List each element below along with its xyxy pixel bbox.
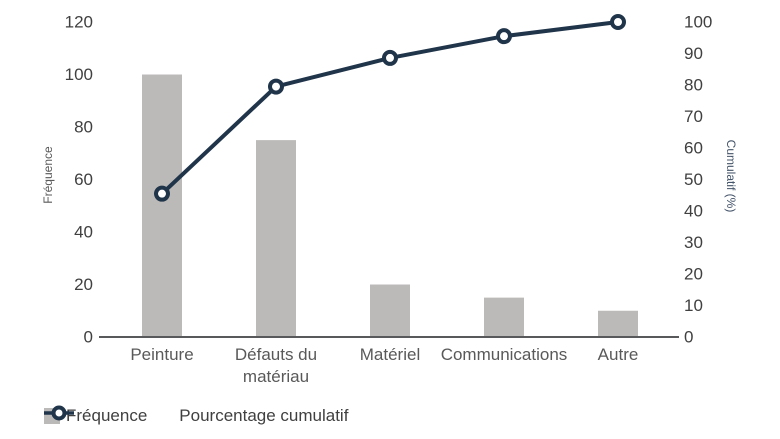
left-axis-tick: 60: [74, 170, 93, 189]
right-axis-tick: 10: [684, 296, 703, 315]
right-axis-tick: 40: [684, 202, 703, 221]
left-axis-tick: 80: [74, 118, 93, 137]
cumulative-line: [160, 20, 619, 196]
category-label-communications: Communications: [440, 345, 568, 364]
legend-label-pourcentage-cumulatif: Pourcentage cumulatif: [179, 406, 349, 425]
right-axis-tick: 50: [684, 170, 703, 189]
cumulative-marker-0[interactable]: [154, 185, 170, 202]
cumulative-marker-2[interactable]: [382, 49, 398, 66]
right-axis-title: Cumulatif (%): [724, 139, 738, 213]
category-label-peinture: Peinture: [130, 345, 194, 364]
frequency-bar-2[interactable]: [370, 284, 410, 338]
right-axis-tick: 20: [684, 265, 703, 284]
legend-label-frequence: Fréquence: [66, 406, 148, 425]
right-axis-tick: 60: [684, 139, 703, 158]
frequency-bar-1[interactable]: [256, 140, 296, 337]
line-circle-marker-icon: [44, 405, 74, 421]
cumulative-marker-3[interactable]: [496, 28, 512, 45]
frequency-bar-0[interactable]: [142, 74, 182, 338]
category-label-autre: Autre: [597, 345, 639, 364]
left-axis-tick: 20: [74, 275, 93, 294]
cumulative-marker-4[interactable]: [610, 14, 626, 30]
left-axis-tick: 120: [65, 13, 93, 32]
chart-plot-area: 0 20 40 60 80 100 120 0 10 20 30 40 50 60 70 80 90 100: [65, 13, 713, 347]
frequency-bar-4[interactable]: [598, 310, 638, 337]
category-label-materiel: Matériel: [359, 345, 421, 364]
right-axis-tick: 0: [684, 328, 693, 347]
right-axis-tick: 100: [684, 13, 712, 32]
right-axis-tick: 80: [684, 76, 703, 95]
left-axis-tick: 0: [84, 328, 93, 347]
frequency-bar-3[interactable]: [484, 297, 524, 337]
cumulative-marker-1[interactable]: [268, 78, 284, 95]
chart-legend: Fréquence Pourcentage cumulatif: [44, 404, 348, 428]
category-label-defauts: Défauts du matériau: [234, 345, 318, 387]
right-axis-tick: 70: [684, 107, 703, 126]
left-axis-title: Fréquence: [41, 146, 55, 204]
left-axis-tick: 40: [74, 223, 93, 242]
legend-item-pourcentage-cumulatif[interactable]: Pourcentage cumulatif: [44, 405, 349, 426]
left-axis-tick: 100: [65, 65, 93, 84]
right-axis-tick: 30: [684, 233, 703, 252]
right-axis-tick: 90: [684, 44, 703, 63]
